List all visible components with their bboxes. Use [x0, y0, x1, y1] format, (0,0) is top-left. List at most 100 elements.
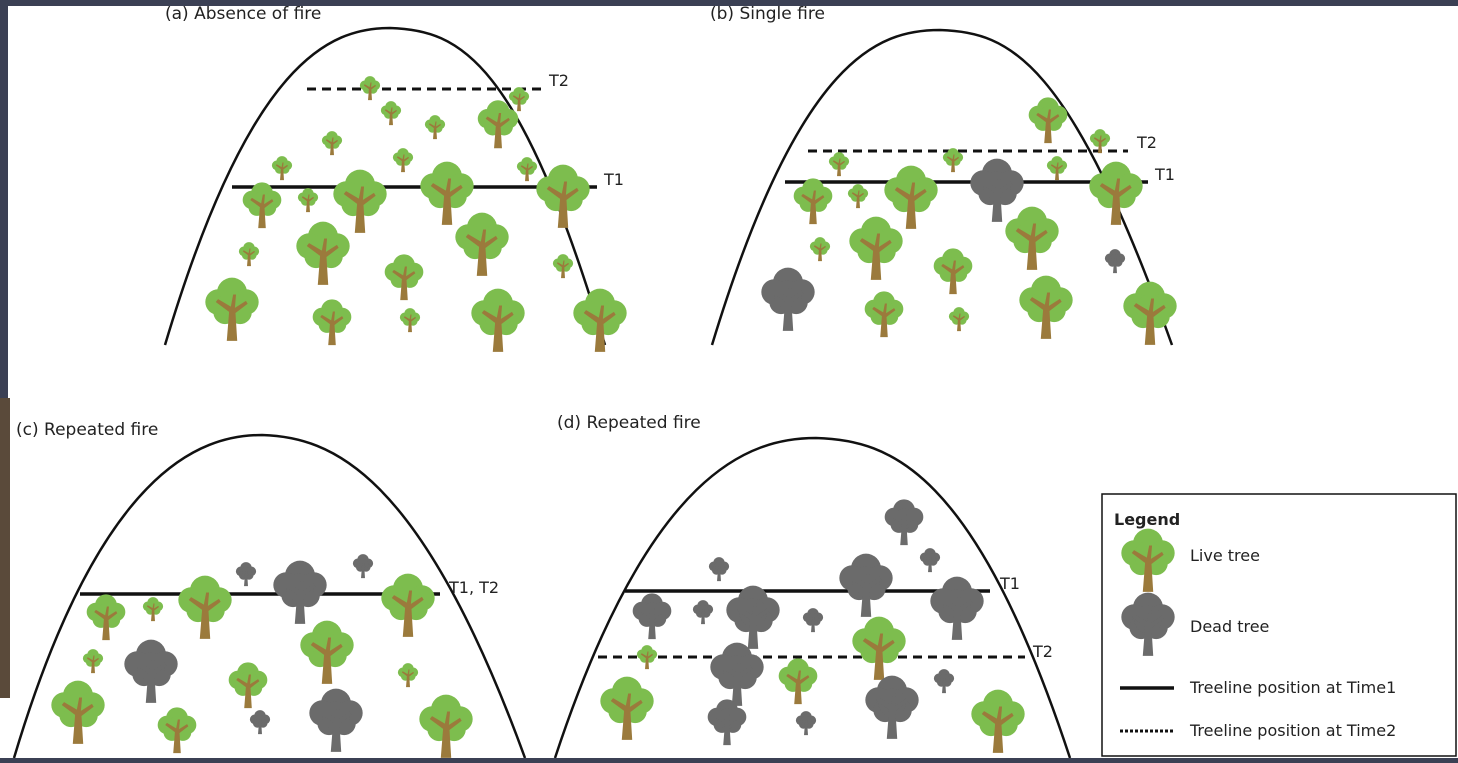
line-label-b-t1: T1: [1155, 165, 1175, 184]
dead-tree-icon: [692, 600, 714, 625]
live-tree-icon: [300, 620, 354, 684]
live-tree-icon: [1121, 528, 1175, 592]
live-tree-icon: [312, 299, 352, 346]
legend-item-live-tree: Live tree: [1190, 546, 1260, 565]
live-tree-icon: [424, 115, 446, 140]
live-tree-icon: [942, 148, 964, 173]
mountain-b: [710, 28, 1174, 346]
live-tree-icon: [516, 157, 538, 182]
dead-tree-icon: [710, 642, 764, 706]
live-tree-icon: [933, 248, 973, 295]
panel-top-background: [8, 6, 1458, 398]
live-tree-icon: [1046, 156, 1068, 181]
dead-tree-icon: [708, 557, 730, 582]
panel-c-label: (c) Repeated fire: [16, 420, 159, 440]
dead-tree-icon: [930, 576, 984, 640]
dead-tree-icon: [839, 553, 893, 617]
dead-tree-icon: [761, 267, 815, 331]
line-label-d-t2: T2: [1033, 642, 1053, 661]
live-tree-icon: [884, 165, 938, 229]
line-label-b-t2: T2: [1137, 133, 1157, 152]
live-tree-icon: [536, 164, 590, 228]
live-tree-icon: [1123, 281, 1177, 345]
mountain-d: [553, 436, 1072, 759]
dead-tree-icon: [795, 711, 817, 736]
legend-item-treeline-time2: Treeline position at Time2: [1190, 721, 1397, 740]
live-tree-icon: [359, 76, 381, 101]
live-tree-icon: [1005, 206, 1059, 270]
live-tree-icon: [51, 680, 105, 744]
live-tree-icon: [321, 131, 343, 156]
dead-tree-icon: [352, 554, 374, 579]
live-tree-icon: [380, 101, 402, 126]
live-tree-icon: [420, 161, 474, 225]
live-tree-icon: [828, 152, 850, 177]
live-tree-icon: [381, 573, 435, 637]
live-tree-icon: [1019, 275, 1073, 339]
live-tree-icon: [1028, 97, 1068, 144]
live-tree-icon: [849, 216, 903, 280]
live-tree-icon: [392, 148, 414, 173]
live-tree-icon: [636, 645, 658, 670]
live-tree-icon: [793, 178, 833, 225]
live-tree-icon: [508, 87, 530, 112]
dead-tree-icon: [884, 499, 924, 546]
live-tree-icon: [297, 188, 319, 213]
line-label-c-t1t2: T1, T2: [449, 578, 500, 597]
live-tree-icon: [971, 689, 1025, 753]
live-tree-icon: [852, 616, 906, 680]
dead-tree-icon: [802, 608, 824, 633]
live-tree-icon: [948, 307, 970, 332]
panel-b-label: (b) Single fire: [710, 4, 825, 24]
dead-tree-icon: [273, 560, 327, 624]
live-tree-icon: [600, 676, 654, 740]
mountain-c: [12, 433, 527, 759]
live-tree-icon: [384, 254, 424, 301]
live-tree-icon: [778, 658, 818, 705]
live-tree-icon: [333, 169, 387, 233]
live-tree-icon: [471, 288, 525, 352]
frame-edge-left: [0, 398, 10, 698]
live-tree-icon: [296, 221, 350, 285]
panel-d-label: (d) Repeated fire: [557, 413, 701, 433]
dead-tree-icon: [933, 669, 955, 694]
legend-title: Legend: [1114, 510, 1181, 529]
live-tree-icon: [157, 707, 197, 754]
dead-tree-icon: [1121, 592, 1175, 656]
panel-a-label: (a) Absence of fire: [165, 4, 322, 24]
live-tree-icon: [178, 575, 232, 639]
live-tree-icon: [419, 694, 473, 758]
dead-tree-icon: [707, 699, 747, 746]
live-tree-icon: [82, 649, 104, 674]
live-tree-icon: [455, 212, 509, 276]
live-tree-icon: [477, 100, 519, 149]
dead-tree-icon: [865, 675, 919, 739]
line-label-a-t1: T1: [604, 170, 624, 189]
live-tree-icon: [271, 156, 293, 181]
dead-tree-icon: [1104, 249, 1126, 274]
live-tree-icon: [142, 597, 164, 622]
line-label-a-t2: T2: [549, 71, 569, 90]
live-tree-icon: [238, 242, 260, 267]
live-tree-icon: [1089, 161, 1143, 225]
dead-tree-icon: [726, 585, 780, 649]
live-tree-icon: [1089, 129, 1111, 154]
mountain-a: [163, 26, 607, 346]
dead-tree-icon: [124, 639, 178, 703]
trees-layer: [51, 76, 1177, 758]
live-tree-icon: [847, 184, 869, 209]
legend-item-treeline-time1: Treeline position at Time1: [1190, 678, 1397, 697]
legend-item-dead-tree: Dead tree: [1190, 617, 1270, 636]
live-tree-icon: [205, 277, 259, 341]
live-tree-icon: [86, 594, 126, 641]
dead-tree-icon: [309, 688, 363, 752]
dead-tree-icon: [235, 562, 257, 587]
dead-tree-icon: [632, 593, 672, 640]
live-tree-icon: [242, 182, 282, 229]
live-tree-icon: [397, 663, 419, 688]
live-tree-icon: [864, 291, 904, 338]
live-tree-icon: [809, 237, 831, 262]
dead-tree-icon: [970, 158, 1024, 222]
